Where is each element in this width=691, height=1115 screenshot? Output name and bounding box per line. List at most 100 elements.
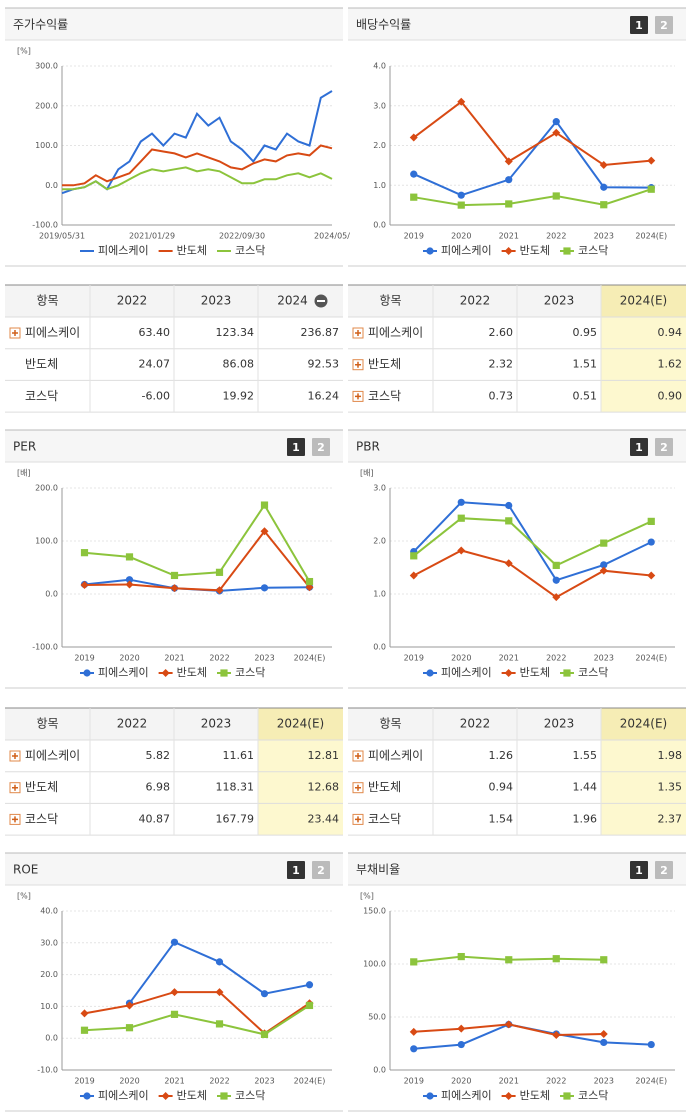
expand-icon-plus — [12, 816, 18, 823]
series-line — [413, 1023, 652, 1050]
page-button-label[interactable]: 1 — [635, 864, 643, 877]
page-button-label[interactable]: 1 — [635, 19, 643, 32]
panel-header — [348, 8, 686, 40]
page-button-label[interactable]: 1 — [292, 864, 300, 877]
legend-label: 반도체 — [177, 244, 207, 257]
marker — [161, 669, 170, 677]
table-header-cell: 2022 — [117, 717, 148, 731]
marker — [125, 576, 134, 584]
chart-title: PBR — [356, 440, 380, 454]
marker — [409, 571, 418, 580]
legend-label: 반도체 — [520, 666, 550, 679]
series-line — [84, 503, 311, 583]
series-line — [62, 144, 333, 187]
table-cell: 236.87 — [301, 326, 340, 339]
y-tick-label: 300.0 — [35, 62, 58, 71]
y-tick-label: 100.0 — [35, 537, 58, 546]
table-cell: 23.44 — [308, 812, 340, 825]
y-tick-label: 100.0 — [363, 960, 386, 969]
y-axis-unit: [배] — [360, 469, 374, 478]
row-name: 반도체 — [368, 780, 401, 794]
marker — [215, 568, 224, 576]
y-tick-label: 2.0 — [373, 141, 386, 150]
marker — [215, 988, 224, 997]
table-cell: 0.94 — [658, 326, 683, 339]
page-button-label[interactable]: 2 — [317, 441, 325, 454]
page-button-label[interactable]: 2 — [660, 19, 668, 32]
expand-icon-plus — [12, 753, 18, 759]
table-cell: 1.54 — [489, 812, 514, 825]
marker — [220, 1092, 228, 1100]
page-button[interactable] — [630, 16, 648, 34]
y-axis-unit: [%] — [17, 47, 31, 56]
y-tick-label: 10.0 — [40, 1002, 58, 1011]
y-tick-label: 4.0 — [373, 62, 386, 71]
page-button-label[interactable]: 1 — [292, 441, 300, 454]
table-cell: 1.98 — [658, 749, 683, 762]
marker — [457, 97, 466, 106]
marker — [600, 539, 608, 547]
marker — [504, 247, 513, 255]
marker — [260, 990, 269, 998]
page-button-label[interactable]: 2 — [660, 864, 668, 877]
marker — [170, 1010, 179, 1018]
legend-label: 반도체 — [177, 1089, 207, 1102]
x-tick-label: 2024(E) — [635, 654, 667, 663]
table-header-cell: 항목 — [36, 294, 58, 308]
marker — [457, 546, 466, 555]
y-tick-label: -10.0 — [37, 1066, 58, 1075]
series-line — [84, 1004, 311, 1036]
x-tick-label: 2022 — [209, 654, 229, 663]
y-tick-label: 20.0 — [40, 970, 58, 979]
marker — [505, 517, 513, 525]
page-button[interactable] — [630, 861, 648, 879]
expand-icon-plus — [355, 784, 361, 791]
marker — [552, 118, 560, 126]
marker — [600, 201, 608, 209]
page-button[interactable] — [655, 16, 673, 34]
page-button-label[interactable]: 2 — [317, 864, 325, 877]
page-button-label[interactable]: 2 — [660, 441, 668, 454]
legend-label: 코스닥 — [578, 666, 608, 679]
marker — [457, 201, 465, 209]
page-button[interactable] — [655, 861, 673, 879]
highlight-column — [601, 317, 686, 412]
marker — [161, 1092, 170, 1100]
marker — [599, 160, 608, 169]
x-tick-label: 2020 — [451, 1077, 471, 1086]
expand-icon-plus — [355, 753, 361, 759]
marker — [410, 958, 418, 966]
page-button-label[interactable]: 1 — [635, 441, 643, 454]
page-button[interactable] — [287, 438, 305, 456]
page-button[interactable] — [312, 861, 330, 879]
marker — [504, 157, 513, 166]
table-cell: 1.51 — [573, 358, 598, 371]
marker — [600, 1038, 608, 1047]
row-name: 피에스케이 — [368, 749, 423, 763]
table-cell: 1.35 — [658, 781, 683, 794]
x-tick-label: 2021 — [499, 1077, 519, 1086]
marker — [83, 669, 91, 677]
page-button[interactable] — [630, 438, 648, 456]
table-header-cell: 2024(E) — [620, 717, 667, 731]
marker — [457, 498, 465, 506]
x-tick-label: 2019/05/31 — [39, 232, 85, 241]
collapse-icon-minus — [317, 300, 325, 302]
marker — [457, 1024, 466, 1033]
marker — [80, 580, 89, 589]
table-cell: 16.24 — [308, 389, 340, 402]
row-name: 코스닥 — [368, 389, 401, 403]
marker — [125, 553, 134, 561]
table-header-cell: 2023 — [201, 294, 232, 308]
y-tick-label: 0.0 — [45, 1034, 58, 1043]
page-button[interactable] — [655, 438, 673, 456]
chart-title: ROE — [13, 863, 38, 877]
page-button[interactable] — [287, 861, 305, 879]
x-tick-label: 2024(E) — [635, 1077, 667, 1086]
x-tick-label: 2024(E) — [635, 232, 667, 241]
marker — [563, 669, 571, 677]
page-button[interactable] — [312, 438, 330, 456]
table-cell: 63.40 — [139, 326, 171, 339]
marker — [457, 952, 465, 961]
